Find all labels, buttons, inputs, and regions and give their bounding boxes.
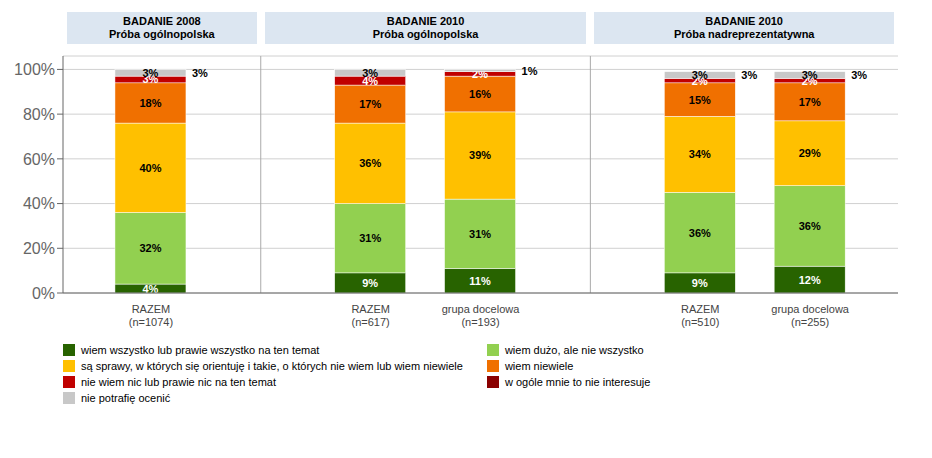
- html-text:BADANIE 2010 Próba ogólnopolsk: BADANIE 2010 Próba ogólnopolska: [372, 15, 479, 40]
- svg-text:12%: 12%: [799, 274, 821, 286]
- svg-text:RAZEM(n=617): RAZEM(n=617): [351, 303, 390, 328]
- html-text:są sprawy, w których się orien: są sprawy, w których się orientuję i tak…: [81, 360, 463, 372]
- html-text:w ogóle mnie to nie interesuje: w ogóle mnie to nie interesuje: [504, 376, 651, 388]
- svg-text:18%: 18%: [139, 97, 161, 109]
- html-text:nie wiem nic lub prawie nic na: nie wiem nic lub prawie nic na ten temat: [81, 376, 276, 388]
- html-text:wiem dużo, ale nie wszystko: wiem dużo, ale nie wszystko: [504, 344, 644, 356]
- svg-text:3%: 3%: [692, 69, 708, 81]
- svg-text:20%: 20%: [23, 240, 55, 257]
- svg-text:3%: 3%: [142, 73, 159, 86]
- svg-text:29%: 29%: [799, 147, 821, 159]
- svg-text:RAZEM(n=1074): RAZEM(n=1074): [129, 303, 173, 328]
- svg-text:40%: 40%: [23, 195, 55, 212]
- svg-text:100%: 100%: [14, 61, 55, 78]
- svg-text:RAZEM(n=510): RAZEM(n=510): [681, 303, 720, 328]
- svg-text:2%: 2%: [472, 67, 488, 80]
- html-text:BADANIE 2008 Próba ogólnopolsk: BADANIE 2008 Próba ogólnopolska: [109, 15, 215, 40]
- svg-text:36%: 36%: [799, 220, 821, 232]
- svg-text:11%: 11%: [469, 275, 491, 287]
- svg-text:80%: 80%: [23, 106, 55, 123]
- svg-text:16%: 16%: [469, 88, 491, 100]
- svg-text:9%: 9%: [692, 277, 708, 289]
- svg-text:3%: 3%: [362, 67, 378, 79]
- html-text:wiem niewiele: wiem niewiele: [504, 360, 574, 372]
- svg-text:36%: 36%: [689, 227, 711, 239]
- svg-text:34%: 34%: [689, 148, 711, 160]
- html-text:BADANIE 2010 Próba nadreprezen: BADANIE 2010 Próba nadreprezentatywna: [673, 15, 815, 40]
- svg-text:17%: 17%: [359, 98, 381, 110]
- svg-text:1%: 1%: [522, 65, 538, 77]
- html-text:nie potrafię ocenić: nie potrafię ocenić: [81, 392, 171, 404]
- svg-text:grupa docelowa(n=193): grupa docelowa(n=193): [442, 303, 521, 328]
- svg-text:3%: 3%: [802, 69, 818, 81]
- svg-text:3%: 3%: [851, 69, 867, 81]
- svg-text:36%: 36%: [359, 157, 381, 169]
- svg-text:15%: 15%: [689, 94, 711, 106]
- svg-text:60%: 60%: [23, 151, 55, 168]
- svg-text:31%: 31%: [359, 232, 381, 244]
- html-text:wiem wszystko lub prawie wszys: wiem wszystko lub prawie wszystko na ten…: [81, 344, 320, 356]
- svg-text:31%: 31%: [469, 228, 491, 240]
- svg-text:4%: 4%: [362, 74, 379, 87]
- svg-text:3%: 3%: [143, 67, 159, 79]
- svg-text:3%: 3%: [741, 69, 757, 81]
- svg-text:0%: 0%: [32, 285, 55, 302]
- svg-text:32%: 32%: [139, 242, 161, 254]
- svg-text:9%: 9%: [362, 277, 378, 289]
- svg-text:40%: 40%: [139, 162, 161, 174]
- svg-text:3%: 3%: [192, 67, 208, 79]
- svg-text:17%: 17%: [799, 96, 821, 108]
- svg-text:39%: 39%: [469, 149, 491, 161]
- svg-text:grupa docelowa(n=255): grupa docelowa(n=255): [771, 303, 850, 328]
